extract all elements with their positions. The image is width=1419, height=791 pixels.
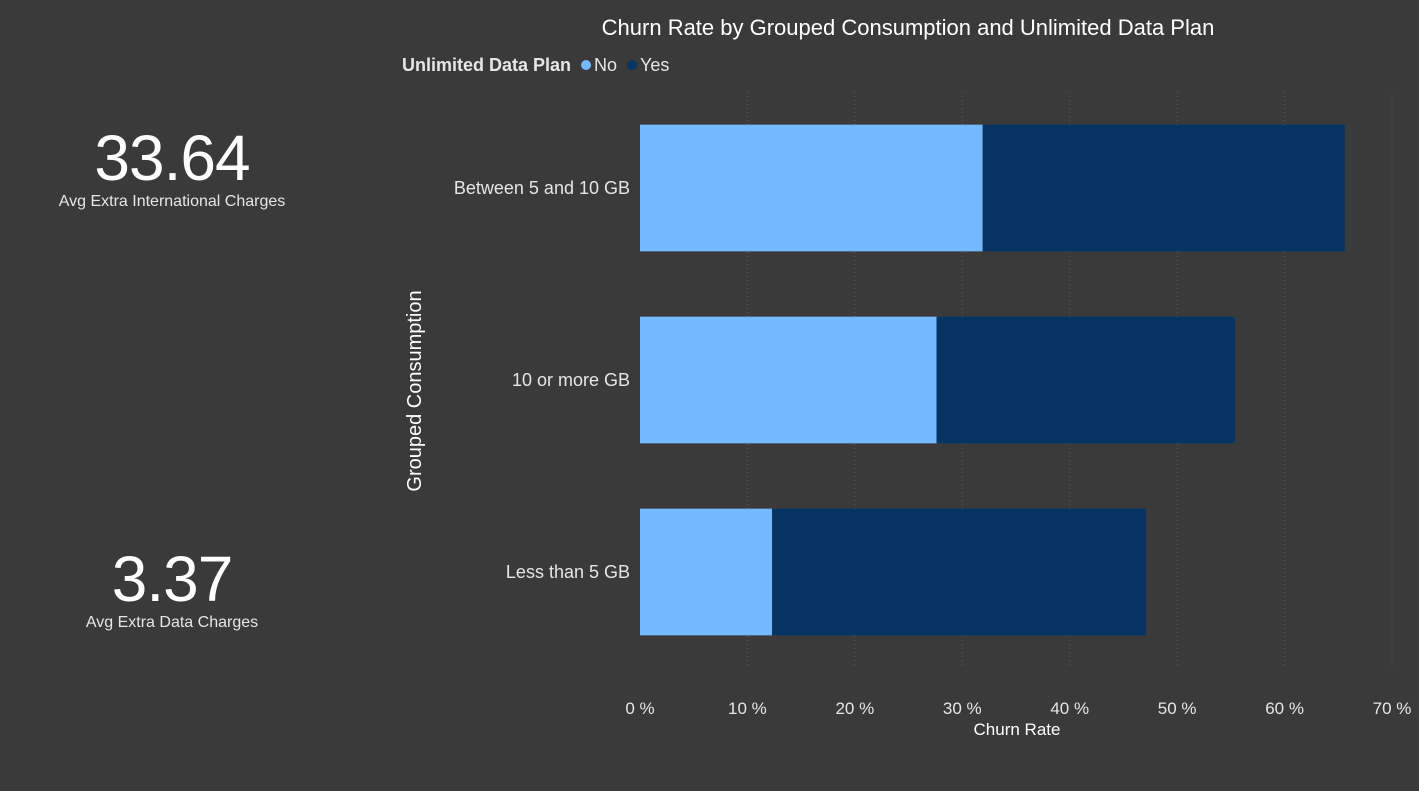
x-tick-label: 50 % (1158, 699, 1197, 718)
x-tick-label: 70 % (1373, 699, 1412, 718)
chart-title: Churn Rate by Grouped Consumption and Un… (602, 15, 1215, 40)
legend-item-no[interactable]: No (594, 55, 617, 75)
bars (640, 124, 1345, 636)
x-tick-label: 40 % (1050, 699, 1089, 718)
y-axis-label: Grouped Consumption (404, 290, 426, 491)
bar-yes-0[interactable] (982, 124, 1345, 252)
legend[interactable]: Unlimited Data Plan No Yes (402, 55, 669, 75)
bar-no-2[interactable] (640, 508, 773, 636)
legend-title: Unlimited Data Plan (402, 55, 571, 75)
x-tick-label: 20 % (835, 699, 874, 718)
y-tick-label: 10 or more GB (512, 370, 630, 390)
kpi-card-intl-charges[interactable]: 33.64 Avg Extra International Charges (22, 126, 322, 212)
legend-marker-no (581, 60, 592, 70)
legend-item-yes[interactable]: Yes (640, 55, 669, 75)
x-tick-label: 0 % (625, 699, 654, 718)
y-axis-tick-labels: Between 5 and 10 GB 10 or more GB Less tha… (454, 178, 630, 582)
kpi-label: Avg Extra International Charges (58, 193, 286, 210)
bar-no-1[interactable] (640, 316, 937, 444)
kpi-value: 33.64 (94, 122, 250, 194)
x-tick-label: 10 % (728, 699, 767, 718)
legend-marker-yes (627, 60, 638, 70)
bar-yes-2[interactable] (772, 508, 1146, 636)
x-axis-tick-labels: 0 % 10 % 20 % 30 % 40 % 50 % 60 % 70 % (625, 699, 1411, 718)
y-tick-label: Less than 5 GB (506, 562, 630, 582)
x-tick-label: 30 % (943, 699, 982, 718)
x-axis-label: Churn Rate (974, 720, 1061, 739)
y-tick-label: Between 5 and 10 GB (454, 178, 630, 198)
x-tick-label: 60 % (1265, 699, 1304, 718)
bar-no-0[interactable] (640, 124, 983, 252)
kpi-card-data-charges[interactable]: 3.37 Avg Extra Data Charges (22, 547, 322, 633)
kpi-value: 3.37 (111, 543, 234, 615)
bar-yes-1[interactable] (936, 316, 1236, 444)
kpi-label: Avg Extra Data Charges (85, 614, 259, 631)
